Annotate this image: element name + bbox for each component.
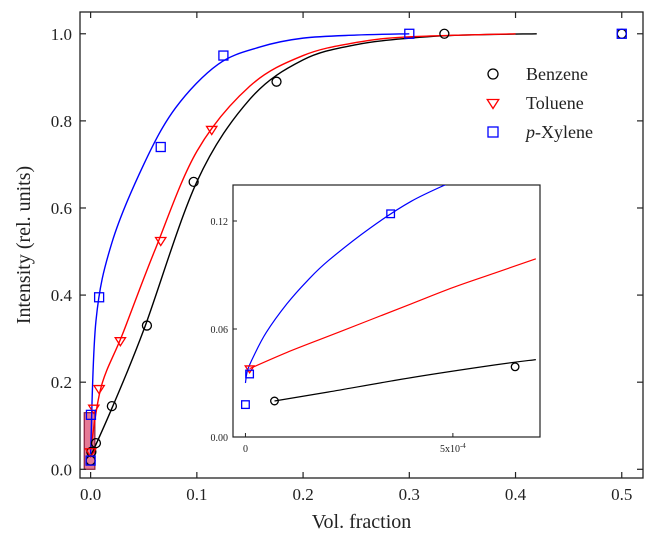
legend: Benzene Toluene p-Xylene — [486, 64, 593, 142]
x-tick-label: 0.1 — [186, 485, 207, 504]
zoom-region-box — [83, 412, 96, 470]
inset-data-point-p-xylene — [386, 209, 396, 219]
inset-data-point-benzene — [510, 362, 520, 372]
data-point-toluene — [154, 236, 168, 247]
data-point-toluene — [84, 448, 98, 459]
data-point-p-xylene — [85, 409, 97, 421]
data-point-toluene — [114, 337, 127, 347]
y-tick-label: 1.0 — [51, 25, 72, 44]
inset-y-tick-label: 0.00 — [211, 433, 229, 444]
y-tick-label: 0.2 — [51, 373, 72, 392]
data-point-benzene — [271, 76, 282, 87]
inset-frame — [232, 184, 541, 438]
x-tick-label: 0.4 — [505, 485, 527, 504]
y-axis-title: Intensity (rel. units) — [13, 166, 35, 324]
data-point-p-xylene — [404, 28, 415, 39]
inset-x-tick-label: 0 — [243, 444, 248, 455]
data-point-toluene — [205, 125, 219, 136]
y-tick-label: 0.6 — [51, 199, 72, 218]
data-point-p-xylene — [93, 292, 105, 303]
y-tick-label: 0.0 — [51, 460, 72, 479]
data-point-p-xylene — [616, 28, 627, 39]
inset-y-tick-label: 0.06 — [211, 325, 229, 336]
data-point-benzene — [90, 438, 102, 449]
inset-plot: 0.00 0.06 0.12 0 5x10-4 — [211, 184, 541, 455]
legend-label-p-xylene: p-Xylene — [524, 122, 593, 142]
fit-curve-toluene — [89, 33, 516, 450]
inset-fit-curve-p-xylene — [244, 185, 447, 384]
data-point-benzene — [188, 176, 199, 188]
inset-data-point-toluene — [244, 365, 256, 374]
data-point-benzene — [141, 320, 153, 331]
data-point-p-xylene — [85, 455, 96, 466]
inset-data-point-p-xylene — [240, 400, 250, 410]
inset-fit-curve-benzene — [274, 359, 536, 402]
data-point-benzene — [439, 28, 450, 39]
legend-marker-p-xylene — [487, 126, 499, 138]
x-tick-label: 0.3 — [399, 485, 420, 504]
inset-data-point-p-xylene — [245, 369, 255, 379]
inset-curves — [244, 185, 537, 402]
x-axis-title: Vol. fraction — [312, 511, 412, 533]
fit-curve-p-xylene — [89, 33, 410, 455]
legend-marker-toluene — [486, 98, 500, 110]
data-point-toluene — [87, 404, 101, 415]
data-point-p-xylene — [218, 50, 229, 61]
x-tick-label: 0.0 — [80, 485, 101, 504]
data-point-toluene — [92, 384, 106, 395]
main-plot: 0.0 0.1 0.2 0.3 0.4 0.5 0.0 0.2 0.4 0.6 0.8 1.0 Vol.… — [13, 11, 644, 533]
inset-data-point-benzene — [270, 396, 279, 406]
inset-y-tick-label: 0.12 — [211, 217, 229, 228]
legend-label-toluene: Toluene — [526, 93, 584, 113]
inset-x-tick-label: 5x10-4 — [440, 442, 466, 455]
y-tick-label: 0.4 — [51, 286, 73, 305]
legend-marker-benzene — [487, 68, 499, 80]
y-tick-label: 0.8 — [51, 112, 72, 131]
legend-label-benzene: Benzene — [526, 64, 588, 84]
inset-fit-curve-toluene — [249, 258, 537, 370]
data-point-p-xylene — [155, 141, 166, 153]
plot-frame — [79, 11, 644, 479]
data-point-benzene — [106, 400, 118, 412]
x-tick-label: 0.2 — [292, 485, 313, 504]
x-tick-label: 0.5 — [611, 485, 632, 504]
